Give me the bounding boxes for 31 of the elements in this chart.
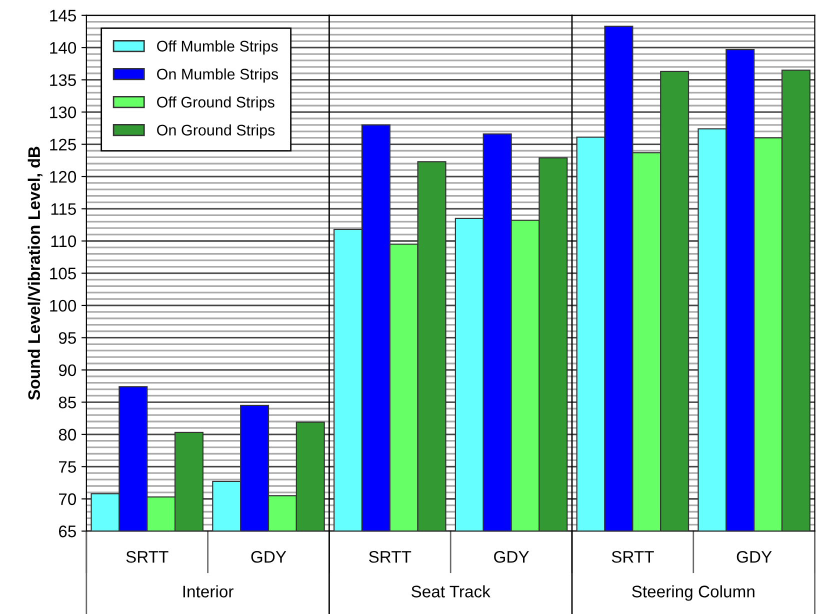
y-tick-label: 65: [59, 526, 76, 538]
y-tick-label: 70: [59, 493, 76, 506]
y-tick-label: 125: [50, 138, 76, 150]
x-tick-label: GDY: [251, 550, 286, 563]
y-tick-label: 90: [58, 364, 76, 376]
y-tick-label: 80: [58, 428, 76, 441]
y-axis-title: Sound Level/Vibration Level, dB: [28, 146, 42, 400]
text: Seat Track: [412, 585, 490, 598]
y-tick-label: 115: [51, 203, 76, 215]
legend-label: On Ground Strips: [157, 124, 275, 139]
x-tick-label: GDY: [736, 550, 772, 563]
y-tick-label: 95: [58, 332, 76, 344]
y-tick-label: 85: [58, 396, 76, 408]
legend-label: Off Ground Strips: [157, 96, 274, 111]
legend-label: Off Mumble Strips: [157, 40, 278, 55]
x-tick-label: GDY: [494, 550, 529, 563]
y-tick-label: 110: [51, 235, 76, 248]
x-tick-label: SRTT: [126, 550, 168, 563]
y-tick-label: 130: [50, 106, 76, 118]
y-tick-label: 140: [50, 42, 76, 54]
y-tick-label: 135: [50, 74, 76, 86]
y-tick-label: 100: [50, 300, 76, 312]
y-tick-label: 145: [50, 10, 76, 22]
y-tick-label: 105: [50, 268, 76, 280]
y-tick-label: 120: [50, 170, 76, 183]
x-tick-label: SRTT: [612, 550, 654, 563]
x-tick-label: SRTT: [369, 550, 412, 563]
legend-label: On Mumble Strips: [157, 68, 278, 83]
text: Interior: [183, 585, 234, 598]
y-tick-label: 75: [59, 461, 76, 473]
text: Steering Column: [632, 585, 754, 601]
